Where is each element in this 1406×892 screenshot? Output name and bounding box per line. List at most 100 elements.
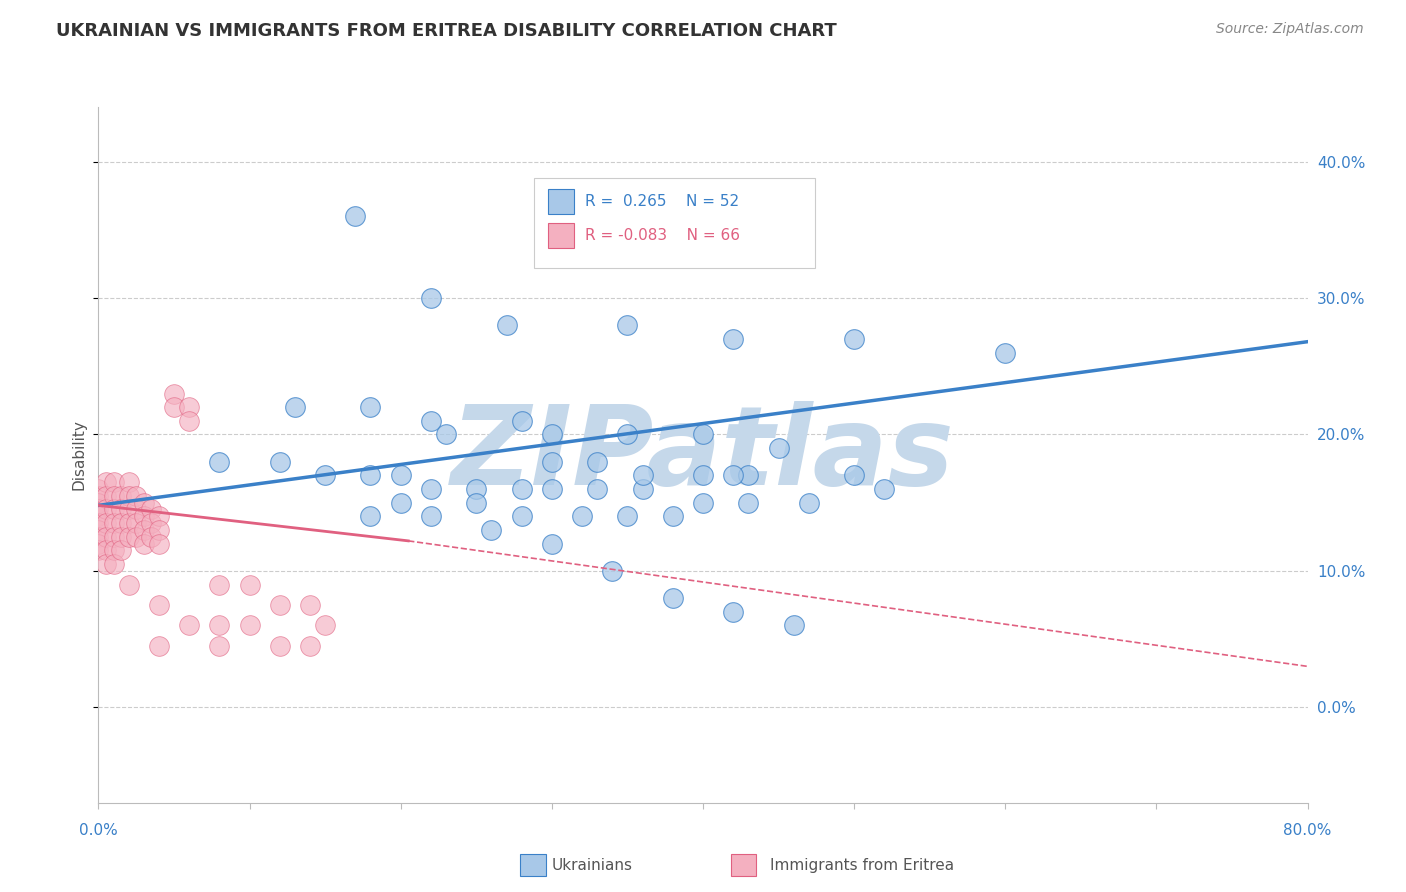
Text: UKRAINIAN VS IMMIGRANTS FROM ERITREA DISABILITY CORRELATION CHART: UKRAINIAN VS IMMIGRANTS FROM ERITREA DIS… (56, 22, 837, 40)
Point (132, 536, 155, 550)
Point (360, 400, 382, 414)
Point (797, 496, 820, 510)
Point (737, 496, 759, 510)
Point (87, 509, 110, 524)
Point (125, 516, 148, 530)
Point (87, 502, 110, 516)
Point (208, 577, 231, 591)
Point (141, 530, 163, 544)
Point (132, 509, 155, 524)
Point (299, 598, 322, 612)
Point (465, 496, 488, 510)
Point (103, 502, 125, 516)
Point (586, 482, 609, 496)
Text: R = -0.083    N = 66: R = -0.083 N = 66 (585, 228, 740, 243)
Point (692, 496, 714, 510)
Point (103, 489, 125, 503)
Point (87, 516, 110, 530)
Point (723, 468, 745, 483)
Point (118, 530, 141, 544)
Text: 80.0%: 80.0% (1284, 823, 1331, 838)
Point (179, 400, 201, 414)
Point (284, 400, 307, 414)
Point (344, 209, 367, 223)
Point (141, 502, 163, 516)
Point (420, 482, 443, 496)
Point (314, 618, 336, 632)
Point (631, 482, 654, 496)
Point (723, 605, 745, 619)
Text: R =  0.265    N = 52: R = 0.265 N = 52 (585, 194, 740, 209)
Point (420, 414, 443, 428)
Point (94, 502, 117, 516)
Point (768, 441, 790, 455)
Point (87, 530, 110, 544)
Point (110, 516, 132, 530)
Point (723, 332, 745, 346)
Point (208, 618, 231, 632)
Point (110, 502, 132, 516)
Point (586, 455, 609, 469)
Point (510, 509, 533, 524)
Point (125, 530, 148, 544)
Point (103, 543, 125, 558)
Point (873, 482, 896, 496)
Point (87, 496, 110, 510)
Point (94, 530, 117, 544)
Point (602, 564, 624, 578)
Point (132, 523, 155, 537)
Point (103, 557, 125, 571)
Point (692, 468, 714, 483)
Point (662, 509, 685, 524)
Point (87, 523, 110, 537)
Point (616, 509, 638, 524)
Point (616, 318, 638, 333)
Text: Immigrants from Eritrea: Immigrants from Eritrea (770, 858, 955, 872)
Point (87, 543, 110, 558)
Point (94, 475, 117, 490)
Text: Ukrainians: Ukrainians (551, 858, 633, 872)
Text: ZIPatlas: ZIPatlas (451, 401, 955, 508)
Point (94, 489, 117, 503)
Point (510, 482, 533, 496)
Point (844, 468, 866, 483)
Point (631, 468, 654, 483)
Point (420, 509, 443, 524)
Point (783, 618, 806, 632)
Point (540, 536, 562, 550)
Point (465, 482, 488, 496)
Text: 0.0%: 0.0% (79, 823, 118, 838)
Point (389, 468, 412, 483)
Point (94, 516, 117, 530)
Point (110, 489, 132, 503)
Point (148, 509, 170, 524)
Point (118, 489, 141, 503)
Point (87, 482, 110, 496)
Point (148, 598, 170, 612)
Point (269, 598, 291, 612)
Point (208, 639, 231, 653)
Point (179, 414, 201, 428)
Point (510, 414, 533, 428)
Y-axis label: Disability: Disability (72, 419, 87, 491)
Point (87, 489, 110, 503)
Point (844, 332, 866, 346)
Point (148, 523, 170, 537)
Point (360, 468, 382, 483)
Point (118, 516, 141, 530)
Point (269, 639, 291, 653)
Point (103, 475, 125, 490)
Point (208, 455, 231, 469)
Point (94, 543, 117, 558)
Point (94, 557, 117, 571)
Point (163, 400, 186, 414)
Point (132, 496, 155, 510)
Point (239, 618, 262, 632)
Point (481, 523, 503, 537)
Point (110, 530, 132, 544)
Point (141, 516, 163, 530)
Point (540, 427, 562, 442)
Point (420, 291, 443, 305)
Point (571, 509, 593, 524)
Point (314, 468, 336, 483)
